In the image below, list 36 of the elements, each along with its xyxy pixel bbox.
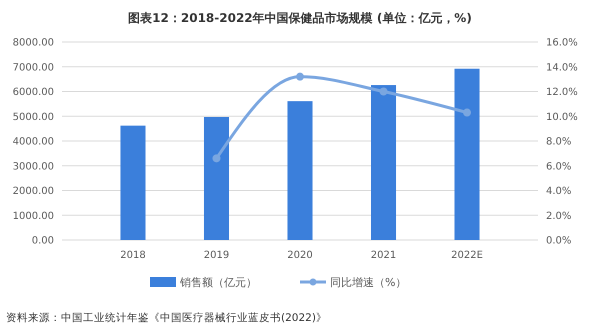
chart-title: 图表12：2018-2022年中国保健品市场规模 (单位：亿元，%)	[128, 11, 472, 25]
point	[296, 72, 304, 81]
y-tick-label: 3000.00	[12, 161, 54, 172]
y-tick-label: 4000.00	[12, 136, 54, 148]
y-tick-label: 8000.00	[12, 38, 54, 48]
y-tick-label: 5000.00	[12, 112, 54, 123]
y2-tick-label: 16.0%	[546, 38, 578, 48]
y2-tick-label: 6.0%	[546, 161, 572, 172]
y2-tick-label: 2.0%	[546, 210, 572, 222]
legend-label: 销售额（亿元）	[179, 276, 257, 289]
point	[463, 108, 472, 117]
y2-tick-label: 12.0%	[546, 87, 578, 98]
point	[380, 88, 388, 96]
text: 资料来源：中国工业统计年鉴《中国医疗器械行业蓝皮书(2022)》	[6, 311, 327, 324]
y2-tick-label: 4.0%	[546, 186, 572, 197]
bar	[454, 68, 480, 240]
bar	[204, 116, 230, 240]
y2-tick-label: 14.0%	[546, 62, 578, 74]
x-tick-label: 2020	[287, 250, 313, 261]
y-tick-label: 0.00	[32, 236, 54, 246]
y2-tick-label: 10.0%	[546, 112, 578, 123]
y-tick-label: 7000.00	[12, 62, 54, 74]
x-tick-label: 2022E	[451, 250, 483, 261]
x-tick-label: 2019	[204, 250, 230, 261]
y2-tick-label: 8.0%	[546, 136, 572, 148]
bar	[120, 126, 146, 240]
y-tick-label: 6000.00	[12, 87, 54, 98]
x-tick-label: 2021	[370, 250, 396, 261]
bar	[370, 85, 396, 240]
y-tick-label: 2000.00	[12, 186, 54, 197]
bar	[287, 101, 313, 240]
point	[212, 154, 220, 162]
x-tick-label: 2018	[120, 250, 146, 261]
y2-tick-label: 0.0%	[546, 236, 572, 246]
y-tick-label: 1000.00	[12, 210, 54, 222]
legend-label: 同比增速（%）	[330, 276, 406, 289]
